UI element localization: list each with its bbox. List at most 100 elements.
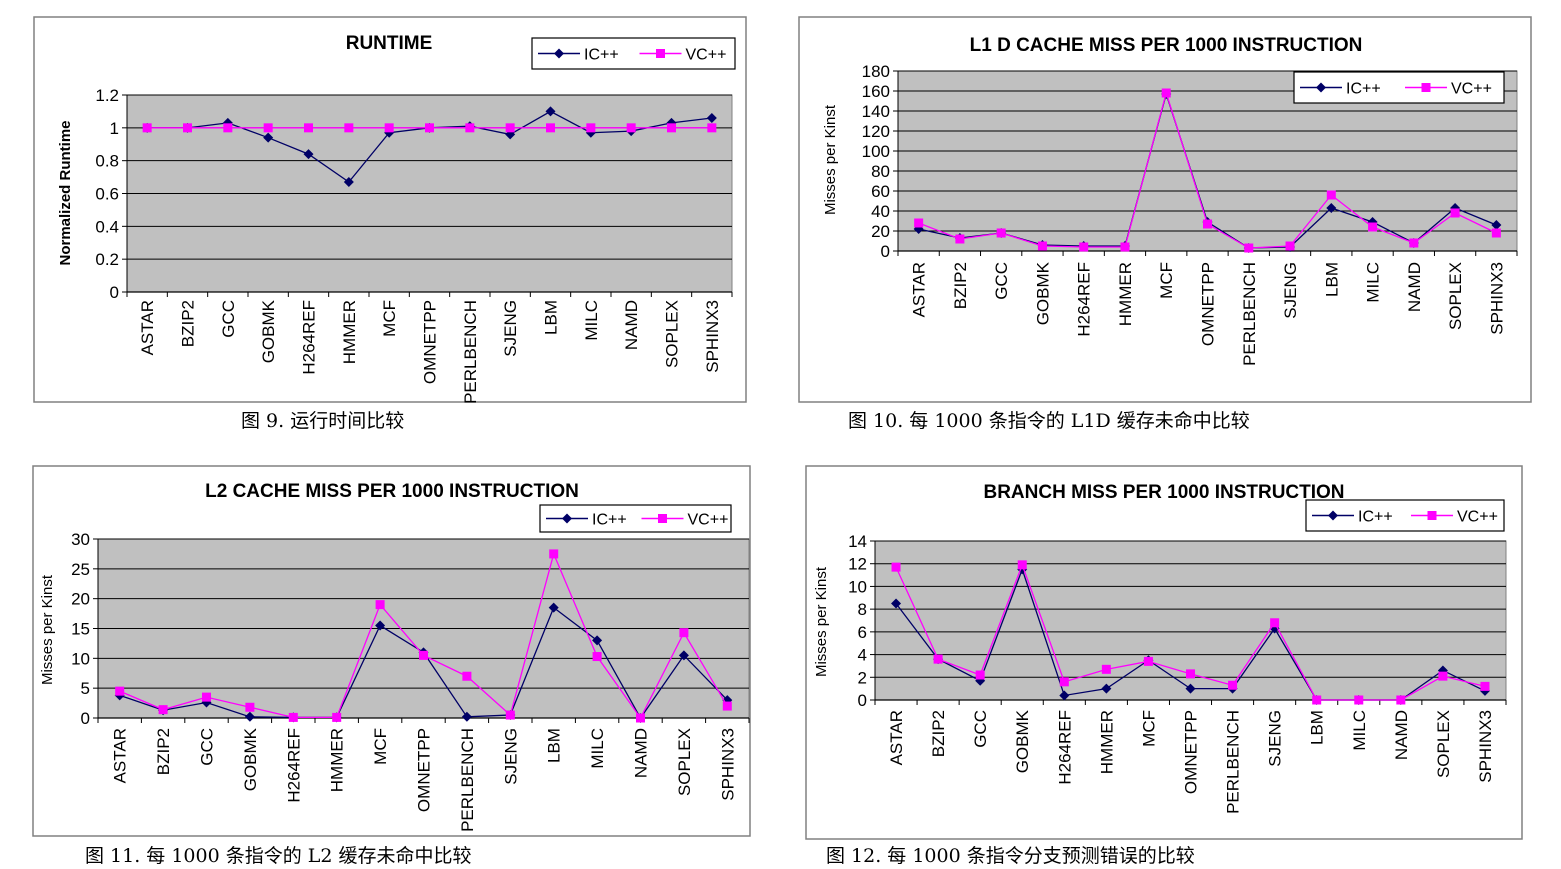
data-point	[1059, 690, 1070, 701]
data-point	[425, 123, 434, 133]
data-point	[344, 123, 354, 133]
data-point	[707, 123, 717, 133]
data-point	[332, 712, 342, 722]
category-label: H264REF	[300, 300, 319, 375]
category-label: GOBMK	[1033, 261, 1052, 325]
data-point	[592, 652, 602, 662]
y-tick-label: 10	[71, 649, 90, 668]
category-label: BZIP2	[179, 300, 198, 347]
data-point	[955, 234, 965, 244]
category-label: ASTAR	[111, 728, 130, 783]
data-point	[1120, 242, 1130, 252]
y-tick-label: 1	[110, 119, 119, 138]
category-label: NAMD	[622, 300, 641, 350]
y-tick-label: 0	[81, 709, 90, 728]
legend-label: IC++	[1358, 509, 1393, 526]
category-label: HMMER	[1116, 262, 1135, 326]
data-point	[1059, 677, 1069, 687]
data-point	[679, 628, 689, 638]
data-point	[586, 123, 596, 133]
data-point	[722, 701, 732, 711]
legend-marker	[658, 514, 667, 523]
category-label: PERLBENCH	[461, 300, 480, 404]
legend-marker	[656, 49, 665, 58]
data-point	[245, 702, 255, 712]
data-point	[891, 562, 901, 572]
y-tick-label: 20	[71, 590, 90, 609]
category-label: ASTAR	[138, 300, 157, 355]
data-point	[1101, 664, 1111, 674]
data-point	[1491, 220, 1502, 230]
series-VC++	[914, 88, 1501, 253]
y-tick-label: 20	[871, 222, 890, 241]
legend-marker	[1328, 510, 1338, 521]
category-label: SPHINX3	[703, 300, 722, 373]
category-label: MCF	[1157, 262, 1176, 299]
data-point	[183, 123, 192, 133]
data-point	[303, 149, 314, 160]
data-point	[1354, 695, 1364, 705]
category-label: MCF	[371, 728, 390, 765]
data-point	[288, 712, 298, 722]
category-label: OMNETPP	[1199, 262, 1218, 346]
data-point	[933, 654, 943, 664]
category-label: HMMER	[1097, 710, 1116, 774]
y-tick-label: 5	[81, 679, 90, 698]
data-point	[142, 123, 152, 133]
chart-3: 0 5 10 15 20 25 30 ASTAR BZIP2 GCC GOBMK H264REF HMM…	[32, 465, 751, 837]
data-point	[1312, 695, 1322, 705]
category-label: MCF	[380, 300, 399, 337]
category-label: OMNETPP	[415, 728, 434, 812]
category-label: MILC	[582, 300, 601, 341]
y-tick-label: 120	[862, 122, 890, 141]
category-label: LBM	[545, 728, 564, 763]
data-point	[505, 123, 515, 133]
data-point	[1228, 680, 1238, 690]
legend-label: IC++	[584, 47, 619, 64]
data-point	[223, 123, 233, 133]
data-point	[546, 123, 555, 133]
y-tick-label: 140	[862, 102, 890, 121]
y-tick-label: 25	[71, 560, 90, 579]
y-tick-label: 0	[881, 242, 890, 261]
y-tick-label: 2	[858, 668, 867, 687]
data-point	[1450, 208, 1460, 218]
data-point	[1186, 669, 1195, 679]
legend-label: VC++	[688, 512, 729, 529]
legend-label: IC++	[1346, 81, 1381, 98]
y-tick-label: 0.6	[95, 185, 119, 204]
legend: IC++ VC++	[1305, 499, 1505, 532]
data-point	[462, 671, 472, 681]
series-VC++	[115, 549, 732, 723]
category-label: PERLBENCH	[1224, 710, 1243, 814]
category-label: SOPLEX	[1446, 262, 1465, 330]
data-point	[244, 711, 255, 722]
legend-label: VC++	[1457, 509, 1498, 526]
chart-title: L2 CACHE MISS PER 1000 INSTRUCTION	[205, 481, 579, 502]
y-tick-label: 160	[862, 82, 890, 101]
legend-marker	[1421, 83, 1431, 92]
category-label: H264REF	[1055, 710, 1074, 785]
legend-marker	[1427, 511, 1437, 520]
data-point	[304, 123, 313, 133]
category-label: MILC	[588, 728, 607, 769]
y-tick-label: 30	[71, 530, 90, 549]
data-point	[545, 106, 556, 117]
category-label: GCC	[971, 710, 990, 748]
data-point	[1017, 560, 1027, 570]
data-point	[1037, 241, 1047, 251]
data-point	[1396, 695, 1406, 705]
category-label: SOPLEX	[675, 728, 694, 796]
series-VC++	[142, 123, 717, 133]
category-label: LBM	[1322, 262, 1341, 297]
category-label: MCF	[1139, 710, 1158, 747]
category-label: GOBMK	[259, 299, 278, 363]
legend-label: IC++	[592, 512, 627, 529]
data-point	[636, 713, 645, 723]
data-point	[115, 686, 125, 696]
y-tick-label: 80	[871, 162, 890, 181]
data-point	[667, 123, 676, 133]
y-tick-label: 14	[848, 532, 867, 551]
